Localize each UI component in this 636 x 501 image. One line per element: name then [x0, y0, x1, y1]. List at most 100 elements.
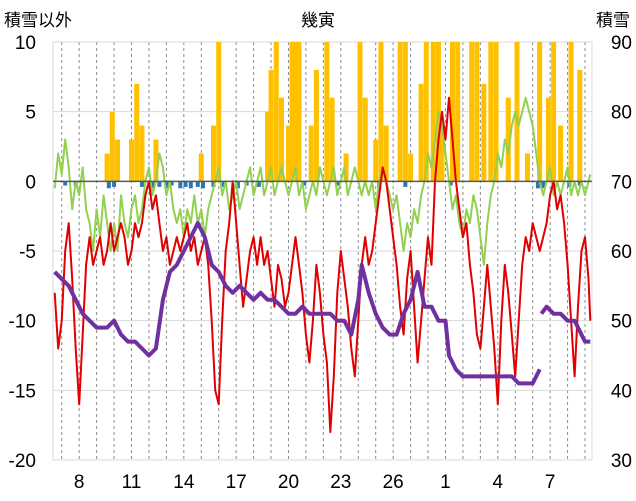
- bar: [157, 181, 162, 187]
- left-tick-label: 10: [15, 33, 36, 54]
- bar: [153, 139, 159, 182]
- right-tick-label: 70: [611, 172, 632, 193]
- bar: [383, 125, 389, 182]
- bar: [128, 139, 134, 182]
- bar: [195, 181, 200, 187]
- bar: [115, 139, 121, 182]
- bar: [397, 42, 403, 182]
- bar: [235, 181, 240, 189]
- bar: [256, 181, 261, 187]
- bar: [488, 42, 494, 182]
- right-tick-label: 50: [611, 312, 632, 333]
- bar: [285, 125, 291, 182]
- bar: [469, 42, 475, 182]
- bar: [505, 97, 511, 182]
- bar: [535, 181, 540, 189]
- right-tick-label: 60: [611, 242, 632, 263]
- bar: [524, 153, 530, 182]
- left-axis-label: 積雪以外: [4, 11, 72, 31]
- bar: [178, 181, 183, 189]
- bar: [449, 42, 455, 182]
- bar: [558, 125, 564, 182]
- bar: [164, 181, 169, 189]
- bar: [139, 125, 145, 182]
- bar: [493, 42, 499, 182]
- x-tick-label: 17: [226, 472, 247, 493]
- x-tick-label: 8: [74, 472, 85, 493]
- bar: [551, 42, 557, 182]
- left-tick-label: 5: [25, 103, 36, 124]
- bar: [335, 181, 340, 186]
- bar: [289, 42, 295, 182]
- bar: [169, 181, 174, 186]
- bar: [418, 83, 424, 182]
- bar: [378, 42, 384, 182]
- bar: [439, 125, 445, 182]
- bar: [357, 42, 363, 182]
- x-tick-label: 23: [330, 472, 351, 493]
- bar: [134, 83, 140, 182]
- right-tick-label: 30: [611, 451, 632, 472]
- bar: [210, 125, 216, 182]
- bar: [221, 181, 226, 187]
- series-line-3: [53, 221, 542, 386]
- bar: [362, 97, 368, 182]
- bar: [402, 42, 408, 182]
- bar: [109, 111, 115, 182]
- bar: [455, 42, 461, 182]
- bar: [104, 153, 110, 182]
- bar: [537, 42, 543, 182]
- bar: [514, 42, 520, 182]
- right-tick-label: 40: [611, 381, 632, 402]
- x-tick-label: 1: [440, 472, 451, 493]
- bar: [273, 42, 279, 182]
- bar: [198, 153, 204, 182]
- bar: [481, 83, 487, 182]
- left-tick-label: 0: [25, 172, 36, 193]
- chart-title: 幾寅: [301, 11, 335, 31]
- bar: [568, 42, 574, 182]
- bar: [373, 139, 379, 182]
- bar: [150, 181, 155, 189]
- x-tick-label: 26: [383, 472, 404, 493]
- x-tick-label: 11: [122, 472, 142, 493]
- bar: [329, 97, 335, 182]
- bar: [183, 181, 188, 187]
- right-tick-label: 80: [611, 103, 632, 124]
- bar: [201, 181, 206, 189]
- bar: [106, 181, 111, 189]
- bar: [265, 111, 271, 182]
- bar: [541, 181, 546, 189]
- bar: [324, 42, 330, 182]
- bar: [408, 153, 414, 182]
- x-tick-label: 14: [173, 472, 195, 493]
- grid: [53, 41, 592, 461]
- series-line-2: [53, 96, 592, 434]
- bar: [188, 181, 193, 189]
- series-line-4: [539, 304, 591, 344]
- bar: [112, 181, 117, 187]
- bar: [430, 42, 436, 182]
- left-axis: 10 5 0 -5 -10 -15 -20: [9, 33, 36, 472]
- bar: [545, 97, 551, 182]
- bar: [279, 97, 285, 182]
- bar: [63, 181, 68, 186]
- bar: [292, 42, 298, 182]
- x-tick-label: 4: [493, 472, 504, 493]
- bar: [268, 69, 274, 182]
- left-tick-label: -15: [9, 381, 36, 402]
- bar: [216, 42, 222, 182]
- right-tick-label: 90: [611, 33, 632, 54]
- bar: [308, 125, 314, 182]
- bar: [577, 69, 583, 182]
- bar: [448, 181, 453, 186]
- x-tick-label: 7: [545, 472, 556, 493]
- bar: [423, 42, 429, 182]
- left-tick-label: -10: [9, 312, 36, 333]
- bar: [403, 181, 408, 187]
- bar: [343, 153, 349, 182]
- bar: [474, 42, 480, 182]
- right-axis: 90 80 70 60 50 40 30: [611, 33, 632, 472]
- left-tick-label: -20: [9, 451, 36, 472]
